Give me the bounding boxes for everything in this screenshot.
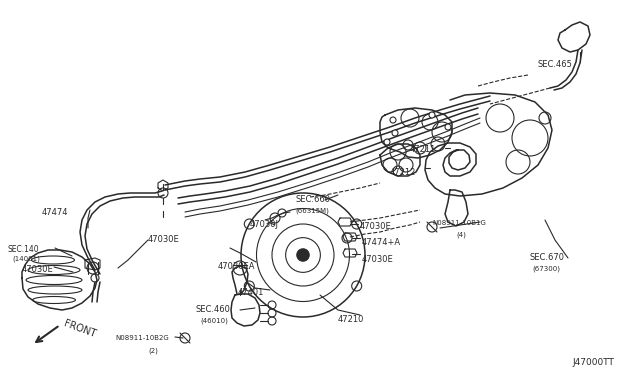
Text: (2): (2) xyxy=(148,347,158,353)
Text: (46010): (46010) xyxy=(200,317,228,324)
Text: (66315M): (66315M) xyxy=(295,207,329,214)
Circle shape xyxy=(445,124,451,130)
Text: (4): (4) xyxy=(456,232,466,238)
Circle shape xyxy=(384,139,390,145)
Text: 47030E: 47030E xyxy=(360,222,392,231)
Circle shape xyxy=(392,130,398,136)
Circle shape xyxy=(297,249,309,261)
Text: N08911-10B1G: N08911-10B1G xyxy=(432,220,486,226)
Text: FRONT: FRONT xyxy=(62,318,97,339)
Text: SEC.140: SEC.140 xyxy=(8,245,40,254)
Text: SEC.660: SEC.660 xyxy=(295,195,330,204)
Text: SEC.670: SEC.670 xyxy=(530,253,565,262)
Text: N08911-10B2G: N08911-10B2G xyxy=(115,335,169,341)
Text: 47210: 47210 xyxy=(338,315,364,324)
Text: 47401: 47401 xyxy=(238,288,264,297)
Text: 47030J: 47030J xyxy=(250,220,279,229)
Circle shape xyxy=(390,117,396,123)
Text: 47211: 47211 xyxy=(410,145,436,154)
Text: 47030E: 47030E xyxy=(22,265,54,274)
Text: SEC.460: SEC.460 xyxy=(195,305,230,314)
Text: 47474: 47474 xyxy=(42,208,68,217)
Circle shape xyxy=(429,112,435,118)
Text: 47474+A: 47474+A xyxy=(362,238,401,247)
Text: (67300): (67300) xyxy=(532,265,560,272)
Text: 47030E: 47030E xyxy=(148,235,180,244)
Text: SEC.465: SEC.465 xyxy=(538,60,573,69)
Text: 47030E: 47030E xyxy=(362,255,394,264)
Text: 47212: 47212 xyxy=(390,168,417,177)
Text: 47030EA: 47030EA xyxy=(218,262,255,271)
Text: J47000TT: J47000TT xyxy=(572,358,614,367)
Text: (14001): (14001) xyxy=(12,255,40,262)
